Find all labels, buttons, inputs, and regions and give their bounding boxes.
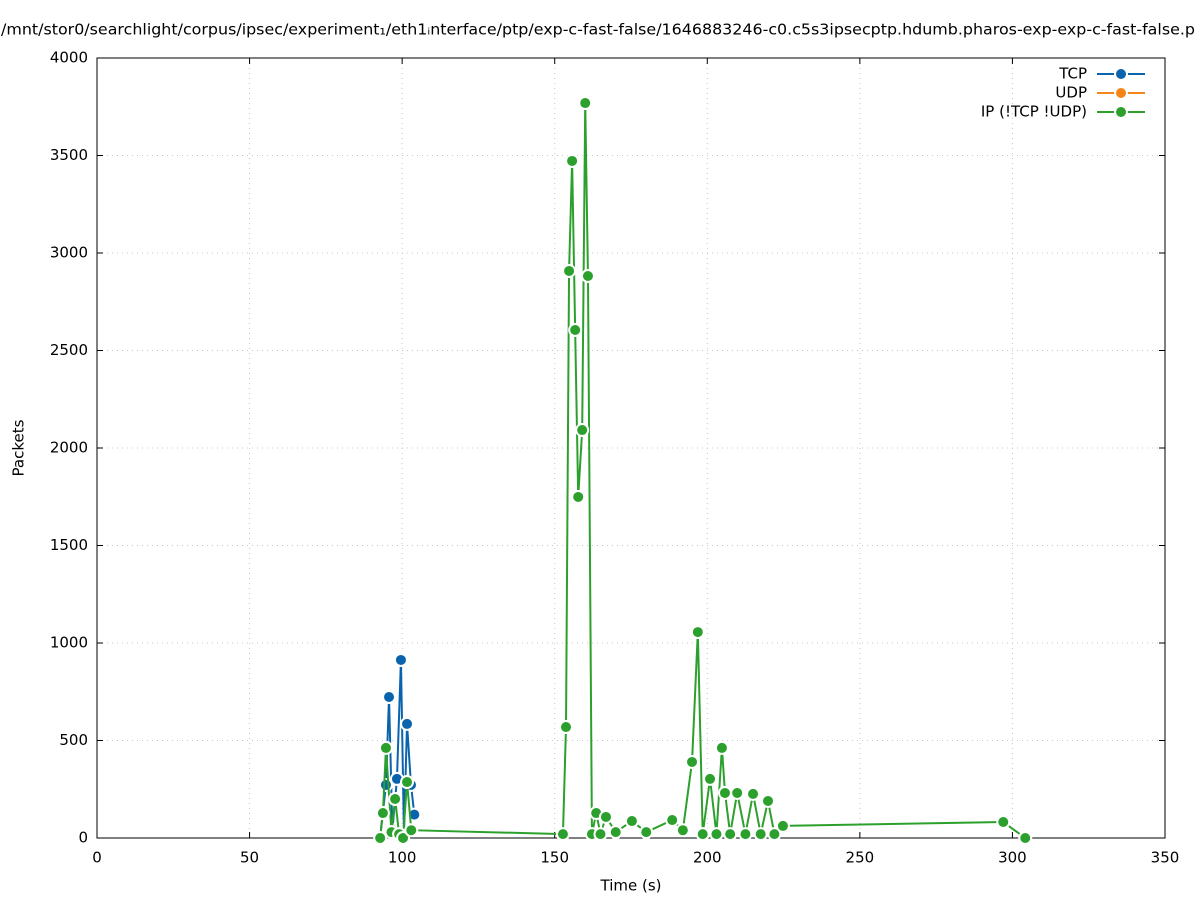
x-axis-label: Time (s): [600, 877, 662, 895]
data-point: [571, 489, 586, 504]
data-point: [723, 827, 738, 842]
data-point: [555, 827, 570, 842]
data-point: [378, 777, 393, 792]
legend-marker: [1114, 67, 1128, 81]
data-point: [598, 809, 613, 824]
y-tick-label: 1000: [50, 634, 88, 652]
data-point: [580, 269, 595, 284]
x-tick-label: 300: [998, 849, 1027, 867]
data-point: [1018, 831, 1033, 845]
data-point: [639, 825, 654, 840]
data-point: [624, 814, 639, 829]
data-point: [685, 754, 700, 769]
series-line: [379, 659, 416, 837]
data-point: [746, 786, 761, 801]
data-point: [407, 807, 422, 822]
legend-label: UDP: [1055, 84, 1087, 102]
y-tick-label: 2000: [50, 439, 88, 457]
plot-frame: [96, 57, 1166, 839]
data-point: [703, 771, 718, 786]
y-tick-label: 4000: [50, 49, 88, 67]
x-tick-label: 100: [388, 849, 417, 867]
y-tick-label: 2500: [50, 341, 88, 359]
y-tick-label: 0: [78, 829, 88, 847]
x-tick-label: 350: [1151, 849, 1180, 867]
x-tick-label: 150: [540, 849, 569, 867]
data-point: [382, 690, 397, 705]
data-point: [709, 827, 724, 842]
y-tick-label: 3000: [50, 244, 88, 262]
data-point: [400, 716, 415, 731]
data-point: [404, 823, 419, 838]
data-point: [996, 815, 1011, 830]
data-point: [714, 740, 729, 755]
x-tick-label: 0: [92, 849, 102, 867]
data-point: [738, 827, 753, 842]
x-tick-label: 200: [693, 849, 722, 867]
data-point: [675, 823, 690, 838]
x-tick-label: 50: [240, 849, 259, 867]
data-point: [730, 785, 745, 800]
data-point: [559, 720, 574, 735]
data-point: [578, 96, 593, 111]
legend-marker: [1114, 105, 1128, 119]
legend-label: TCP: [1058, 65, 1087, 83]
data-point: [388, 792, 403, 806]
data-point: [695, 827, 710, 842]
data-point: [562, 263, 577, 278]
y-tick-label: 500: [59, 731, 88, 749]
chart-title: /mnt/stor0/searchlight/corpus/ipsec/expe…: [1, 21, 1195, 39]
y-tick-label: 3500: [50, 146, 88, 164]
data-point: [593, 827, 608, 842]
data-point: [400, 775, 415, 790]
y-tick-label: 1500: [50, 536, 88, 554]
data-point: [761, 793, 776, 808]
x-tick-label: 250: [846, 849, 875, 867]
data-point: [575, 423, 590, 438]
data-point: [608, 825, 623, 840]
data-point: [565, 153, 580, 168]
data-point: [767, 827, 782, 842]
data-point: [396, 831, 411, 845]
data-point: [753, 827, 768, 842]
y-axis-label: Packets: [10, 419, 28, 476]
legend-label: IP (!TCP !UDP): [981, 103, 1087, 121]
data-point: [393, 652, 408, 667]
data-point: [568, 323, 583, 338]
data-point: [717, 785, 732, 800]
data-point: [775, 818, 790, 833]
data-point: [690, 625, 705, 640]
legend-marker: [1114, 86, 1128, 100]
data-point: [378, 740, 393, 755]
data-point: [375, 806, 390, 821]
data-point: [665, 813, 680, 828]
data-point: [373, 831, 388, 845]
